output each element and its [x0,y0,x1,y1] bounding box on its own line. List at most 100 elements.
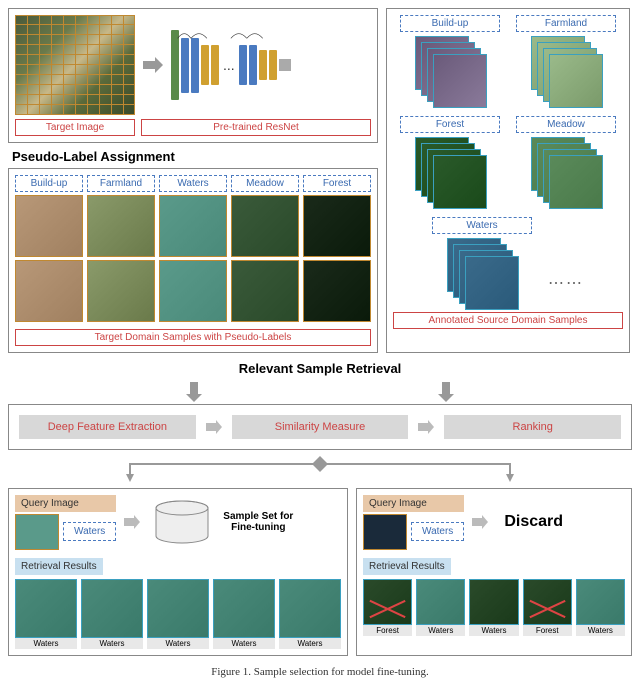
pseudo-label-title: Pseudo-Label Assignment [12,149,378,164]
retrieval-item: Waters [213,579,275,649]
query-row: Query Image Waters Sample Set for Fine-t… [15,495,341,550]
target-image [15,15,135,115]
resnet-block [259,50,267,80]
sample-stack [531,137,601,207]
sample-stack [531,36,601,106]
down-arrow-icon [184,380,204,404]
result-thumbnail [81,579,143,638]
cross-icon [523,579,572,637]
category-header: Meadow [231,175,299,192]
target-image-label: Target Image [15,119,135,136]
results-label: Retrieval Results [15,558,103,575]
sample-thumbnail [159,195,227,257]
resnet-block [211,45,219,85]
resnet-label: Pre-trained ResNet [141,119,371,136]
source-category: Forest [400,116,500,207]
top-left-column: ... [8,8,378,353]
sample-stack [415,137,485,207]
query-class: Waters [63,522,116,541]
category-header: Build-up [400,15,500,32]
finetune-text: Sample Set for Fine-tuning [218,511,298,533]
resnet-output [279,59,291,71]
resnet-block [191,38,199,93]
result-caption: Waters [15,638,77,649]
resnet-block [181,38,189,93]
sample-thumbnail [87,260,155,322]
retrieval-item: Waters [469,579,518,637]
result-caption: Waters [147,638,209,649]
category-header: Farmland [87,175,155,192]
category-header: Waters [159,175,227,192]
result-thumbnail [416,579,465,626]
query-label: Query Image [363,495,464,512]
category-header: Build-up [15,175,83,192]
bottom-left-panel: Query Image Waters Sample Set for Fine-t… [8,488,348,656]
retrieval-item: Waters [15,579,77,649]
pseudo-category-column: Forest [303,175,371,325]
query-thumbnail [15,514,59,550]
sample-thumbnail [231,260,299,322]
bottom-row: Query Image Waters Sample Set for Fine-t… [8,488,632,656]
resnet-dots: ... [221,57,237,73]
retrieval-item: Waters [147,579,209,649]
resnet-diagram: ... [171,15,291,115]
source-caption: Annotated Source Domain Samples [393,312,623,329]
retrieval-item: Forest [363,579,412,637]
source-dots: ⋯⋯ [548,273,584,293]
sample-thumbnail [87,195,155,257]
pseudo-caption: Target Domain Samples with Pseudo-Labels [15,329,371,346]
cylinder-icon [152,500,212,544]
target-image-grid [16,16,134,114]
category-header: Forest [303,175,371,192]
sample-thumbnail [231,195,299,257]
result-caption: Waters [416,625,465,636]
down-arrow-icon [436,380,456,404]
target-labels-row: Target Image Pre-trained ResNet [15,119,371,136]
top-row: ... [8,8,632,353]
arrow-right-icon [122,512,142,532]
results-label: Retrieval Results [363,558,451,575]
retrieval-thumbs: Waters Waters Waters Waters Waters [15,579,341,649]
retrieval-step: Ranking [444,415,621,439]
result-caption: Waters [81,638,143,649]
arrow-right-icon [416,419,436,435]
result-caption: Waters [469,625,518,636]
figure-container: ... [0,0,640,686]
resnet-block [201,45,209,85]
pseudo-category-column: Farmland [87,175,155,325]
result-thumbnail [15,579,77,638]
source-category: Build-up [400,15,500,106]
resnet-block [269,50,277,80]
pseudo-categories: Build-up Farmland Waters Meadow Forest [15,175,371,325]
result-caption: Waters [213,638,275,649]
retrieval-item: Waters [576,579,625,637]
arrow-right-icon [204,419,224,435]
sample-thumbnail [15,195,83,257]
sample-thumbnail [15,260,83,322]
source-category: Waters [432,217,532,308]
sample-stack [415,36,485,106]
retrieval-item: Forest [523,579,572,637]
retrieval-item: Waters [279,579,341,649]
query-thumbnail [363,514,407,550]
result-thumbnail [213,579,275,638]
retrieval-item: Waters [81,579,143,649]
category-header: Farmland [516,15,616,32]
query-class: Waters [411,522,464,541]
result-caption: Waters [576,625,625,636]
pseudo-category-column: Waters [159,175,227,325]
result-thumbnail [576,579,625,626]
retrieval-step: Deep Feature Extraction [19,415,196,439]
down-arrows-row [8,380,632,404]
result-caption: Waters [279,638,341,649]
arrow-right-icon [470,512,490,532]
source-category: Farmland [516,15,616,106]
source-category: Meadow [516,116,616,207]
category-header: Meadow [516,116,616,133]
result-thumbnail [279,579,341,638]
resnet-skip-arcs [171,23,291,43]
sample-thumbnail [159,260,227,322]
sample-thumbnail [303,195,371,257]
bottom-right-panel: Query Image Waters Discard Retrieval Res… [356,488,632,656]
cross-icon [363,579,412,637]
